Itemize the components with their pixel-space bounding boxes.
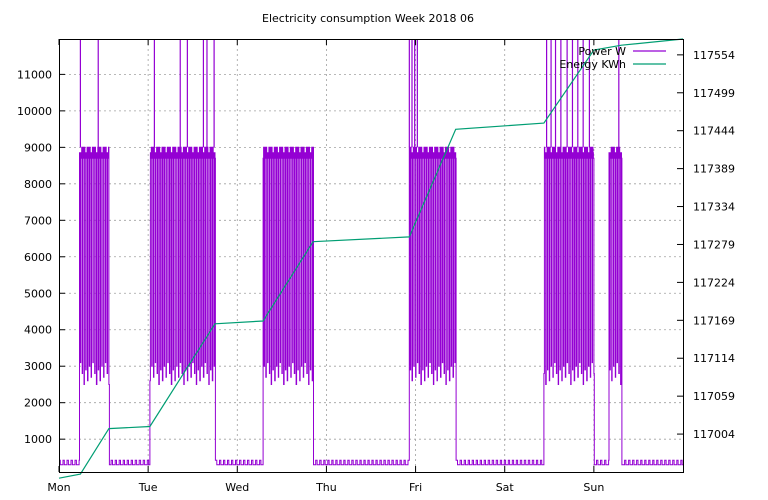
x-tick-label: Sat bbox=[496, 481, 515, 494]
axes: Mon Tue Wed Thu Fri Sat Sun 1000 2000 3000 4000 500… bbox=[17, 39, 735, 494]
y-left-tick-label: 10000 bbox=[17, 105, 52, 118]
y-left-tick-label: 5000 bbox=[24, 287, 52, 300]
y-left-tick-label: 8000 bbox=[24, 178, 52, 191]
y-right-tick-label: 117499 bbox=[693, 87, 735, 100]
x-tick-label: Thu bbox=[315, 481, 337, 494]
power-series-line bbox=[59, 146, 683, 466]
y-left-tick-label: 4000 bbox=[24, 324, 52, 337]
y-left-tick-label: 3000 bbox=[24, 360, 52, 373]
legend-energy-label: Energy KWh bbox=[559, 58, 626, 71]
y-right-tick-label: 117169 bbox=[693, 314, 735, 327]
series-layer bbox=[58, 38, 684, 479]
y-left-tick-label: 9000 bbox=[24, 141, 52, 154]
legend-power-label: Power W bbox=[578, 45, 626, 58]
y-right-tick-label: 117004 bbox=[693, 428, 735, 441]
y-left-tick-label: 7000 bbox=[24, 214, 52, 227]
y-left-tick-label: 2000 bbox=[24, 397, 52, 410]
y-right-tick-label: 117334 bbox=[693, 201, 735, 214]
y-left-tick-label: 11000 bbox=[17, 68, 52, 81]
y-right-tick-label: 117059 bbox=[693, 390, 735, 403]
chart-title: Electricity consumption Week 2018 06 bbox=[262, 12, 474, 25]
y-left-tick-label: 1000 bbox=[24, 433, 52, 446]
x-tick-label: Tue bbox=[138, 481, 158, 494]
y-right-tick-label: 117224 bbox=[693, 276, 735, 289]
y-right-tick-label: 117389 bbox=[693, 163, 735, 176]
plot-frame bbox=[59, 39, 684, 473]
x-tick-label: Wed bbox=[225, 481, 249, 494]
y-right-tick-label: 117114 bbox=[693, 352, 735, 365]
x-tick-label: Fri bbox=[409, 481, 422, 494]
y-right-tick-label: 117444 bbox=[693, 125, 735, 138]
energy-series-line bbox=[58, 38, 684, 479]
y-right-tick-label: 117554 bbox=[693, 49, 735, 62]
x-tick-label: Sun bbox=[583, 481, 604, 494]
x-tick-label: Mon bbox=[47, 481, 70, 494]
y-right-tick-label: 117279 bbox=[693, 238, 735, 251]
y-left-tick-label: 6000 bbox=[24, 251, 52, 264]
